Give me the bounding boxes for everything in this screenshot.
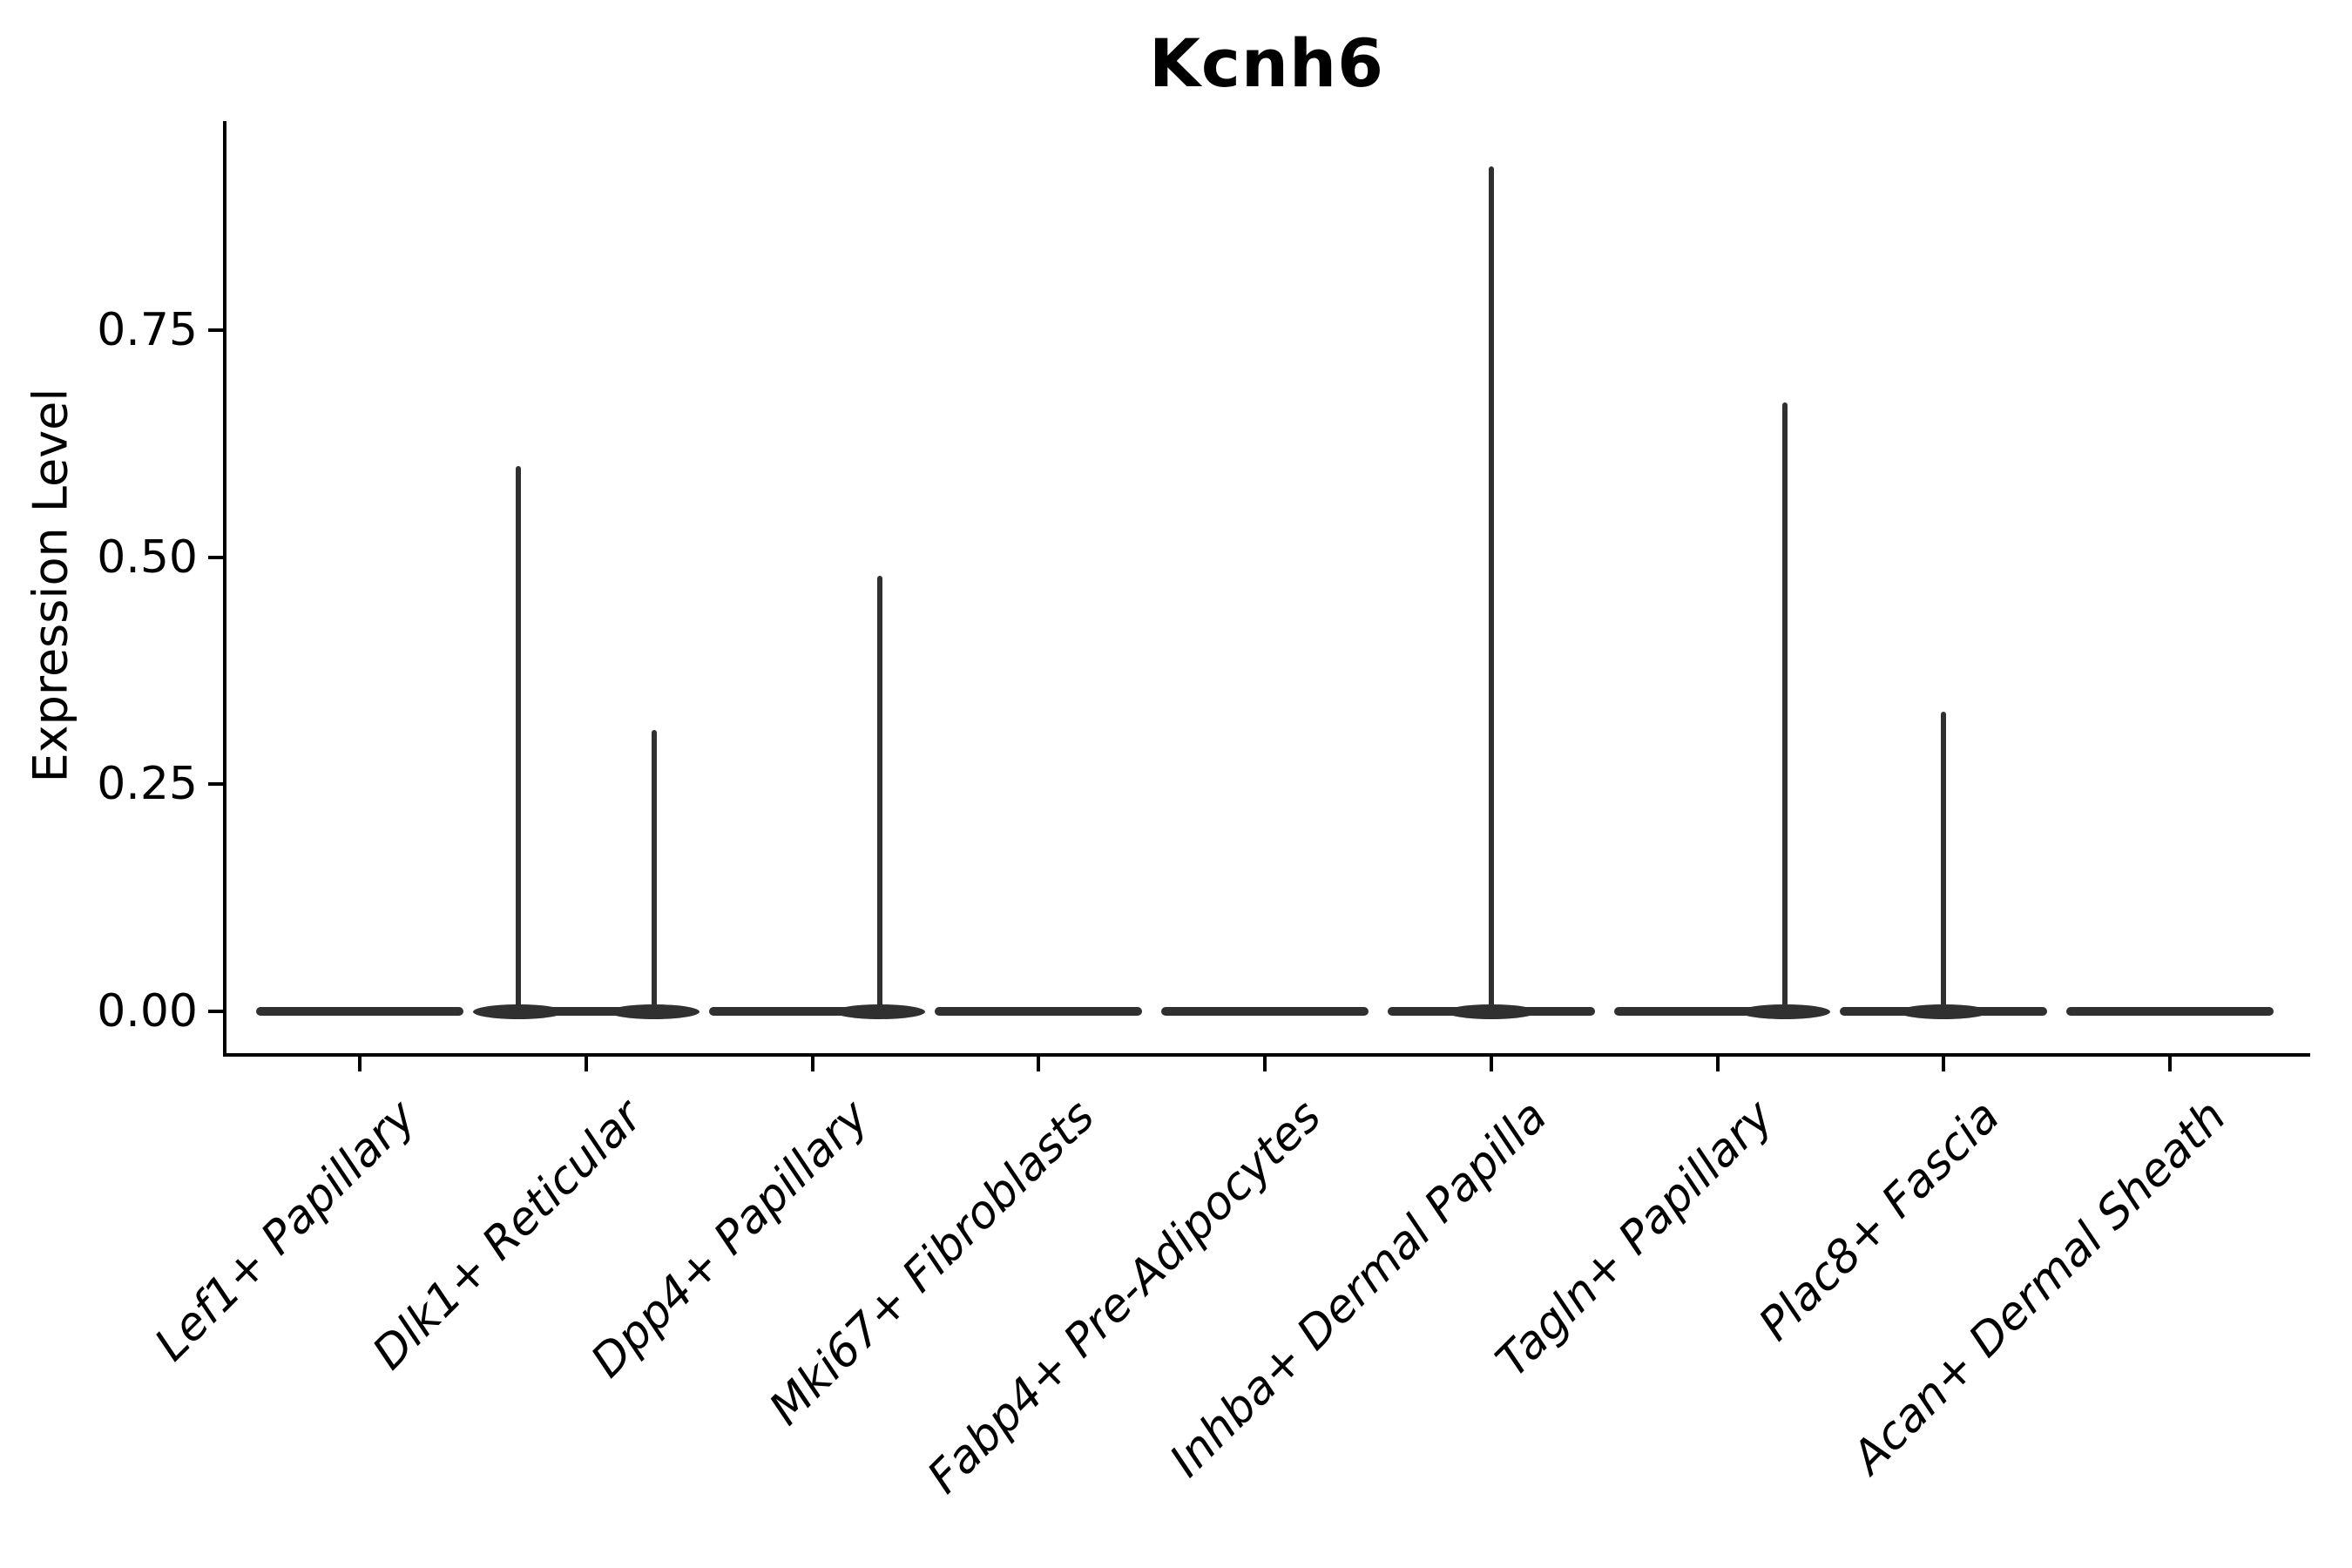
y-tick-label: 0.50 — [97, 531, 198, 584]
violin-body — [1161, 1007, 1369, 1016]
violin-max-spike — [651, 729, 657, 1011]
violin-body — [935, 1007, 1143, 1016]
violin-base-mound — [835, 1004, 926, 1019]
x-tick-mark — [1489, 1057, 1493, 1071]
violin-max-spike — [1782, 402, 1788, 1011]
violin-base-mound — [1740, 1004, 1831, 1019]
violin-base-mound — [1898, 1004, 1990, 1019]
violin-body — [708, 1007, 916, 1016]
violin-max-spike — [877, 575, 883, 1011]
x-tick-mark — [1942, 1057, 1946, 1071]
y-tick-label: 0.25 — [97, 758, 198, 811]
y-tick-label: 0.75 — [97, 303, 198, 356]
y-tick-mark — [208, 1010, 223, 1013]
violin-base-mound — [1445, 1004, 1537, 1019]
violin-max-spike — [515, 466, 521, 1011]
x-tick-label-5: Fabp4+ Pre-Adipocytes — [917, 1090, 1332, 1504]
x-axis-spine — [223, 1053, 2310, 1057]
y-axis-spine — [223, 121, 226, 1057]
violin-body — [482, 1007, 690, 1016]
y-tick-mark — [208, 555, 223, 559]
x-tick-mark — [810, 1057, 814, 1071]
y-tick-mark — [208, 328, 223, 332]
x-tick-mark — [358, 1057, 362, 1071]
x-tick-label-6: Inhba+ Dermal Papilla — [1159, 1090, 1558, 1488]
violin-body — [256, 1007, 463, 1016]
x-tick-mark — [2168, 1057, 2172, 1071]
y-tick-label: 0.00 — [97, 985, 198, 1037]
y-axis-label: Expression Level — [23, 388, 78, 783]
x-tick-label-9: Acan+ Dermal Sheath — [1842, 1090, 2237, 1484]
violin-max-spike — [1941, 711, 1947, 1011]
violin-body — [1613, 1007, 1821, 1016]
x-tick-label-8: Plac8+ Fascia — [1749, 1090, 2011, 1351]
x-tick-mark — [1037, 1057, 1041, 1071]
chart-title: Kcnh6 — [1148, 24, 1385, 102]
violin-base-mound — [608, 1004, 700, 1019]
violin-max-spike — [1488, 166, 1494, 1011]
x-tick-mark — [1263, 1057, 1267, 1071]
violin-body — [2066, 1007, 2274, 1016]
y-tick-mark — [208, 782, 223, 787]
violin-base-mound — [472, 1004, 564, 1019]
x-tick-mark — [584, 1057, 588, 1071]
x-tick-mark — [1715, 1057, 1720, 1071]
